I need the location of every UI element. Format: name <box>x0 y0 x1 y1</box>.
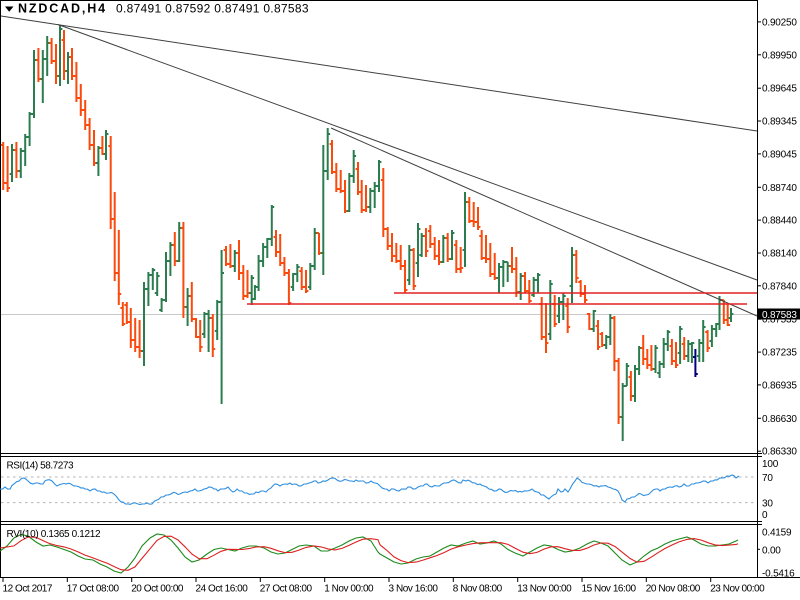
svg-text:0.87840: 0.87840 <box>762 281 797 292</box>
svg-text:0.4159: 0.4159 <box>762 527 792 538</box>
svg-text:70: 70 <box>762 473 773 484</box>
svg-text:0.89950: 0.89950 <box>762 50 797 61</box>
svg-text:0.87535: 0.87535 <box>762 315 797 326</box>
svg-text:0.86330: 0.86330 <box>762 447 797 458</box>
svg-text:20 Oct 00:00: 20 Oct 00:00 <box>131 584 184 595</box>
svg-text:24 Oct 16:00: 24 Oct 16:00 <box>196 584 249 595</box>
svg-text:20 Nov 08:00: 20 Nov 08:00 <box>646 584 701 595</box>
svg-text:0.89045: 0.89045 <box>762 149 797 160</box>
svg-text:0.86630: 0.86630 <box>762 414 797 425</box>
svg-text:100: 100 <box>762 459 779 470</box>
svg-text:0.86935: 0.86935 <box>762 380 797 391</box>
svg-text:17 Oct 08:00: 17 Oct 08:00 <box>67 584 120 595</box>
svg-text:12 Oct 2017: 12 Oct 2017 <box>3 584 53 595</box>
svg-text:0.89345: 0.89345 <box>762 117 797 128</box>
svg-text:13 Nov 00:00: 13 Nov 00:00 <box>517 584 572 595</box>
svg-text:23 Nov 00:00: 23 Nov 00:00 <box>710 584 765 595</box>
svg-text:RSI(14) 58.7273: RSI(14) 58.7273 <box>7 461 75 472</box>
svg-text:27 Oct 08:00: 27 Oct 08:00 <box>260 584 313 595</box>
svg-text:1 Nov 00:00: 1 Nov 00:00 <box>324 584 374 595</box>
svg-text:0.88740: 0.88740 <box>762 183 797 194</box>
svg-text:0.87235: 0.87235 <box>762 348 797 359</box>
svg-text:0.87491 0.87592 0.87491 0.8758: 0.87491 0.87592 0.87491 0.87583 <box>116 2 309 16</box>
svg-text:30: 30 <box>762 498 773 509</box>
svg-text:0.88140: 0.88140 <box>762 249 797 260</box>
svg-text:0.87583: 0.87583 <box>762 310 797 321</box>
svg-text:-0.5416: -0.5416 <box>762 569 795 580</box>
svg-text:RVI(10) 0.1365 0.1212: RVI(10) 0.1365 0.1212 <box>7 529 101 540</box>
svg-text:0.89645: 0.89645 <box>762 84 797 95</box>
svg-text:NZDCAD,H4: NZDCAD,H4 <box>18 2 107 16</box>
svg-text:15 Nov 16:00: 15 Nov 16:00 <box>582 584 637 595</box>
svg-text:8 Nov 08:00: 8 Nov 08:00 <box>453 584 503 595</box>
svg-text:0: 0 <box>762 510 768 521</box>
svg-text:0.88440: 0.88440 <box>762 216 797 227</box>
svg-text:3 Nov 16:00: 3 Nov 16:00 <box>389 584 439 595</box>
svg-text:0.90250: 0.90250 <box>762 17 797 28</box>
svg-text:0.00: 0.00 <box>762 546 781 557</box>
